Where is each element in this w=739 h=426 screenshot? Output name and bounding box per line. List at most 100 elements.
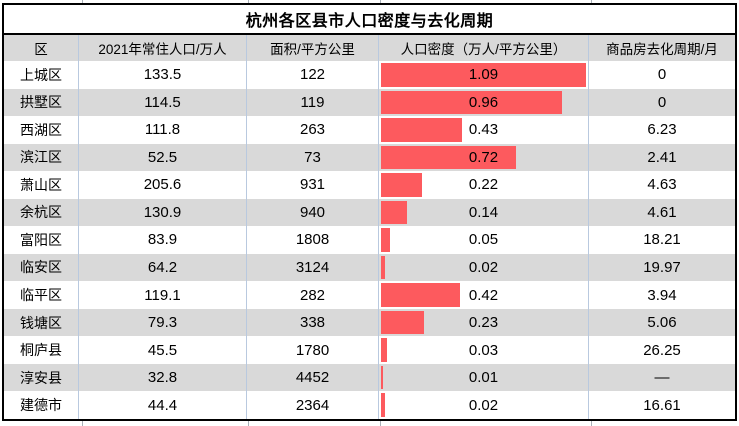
population-cell: 133.5 [79, 61, 247, 89]
area-cell: 282 [247, 281, 379, 309]
area-cell: 940 [247, 198, 379, 227]
cycle-cell: 18.21 [643, 231, 681, 249]
density-value: 0.01 [468, 369, 499, 387]
district-cell: 余杭区 [4, 198, 79, 227]
density-databar [381, 173, 423, 197]
population-cell: 130.9 [79, 198, 247, 227]
density-databar [381, 118, 462, 142]
district-cell: 滨江区 [4, 143, 79, 172]
column-header-population: 2021年常住人口/万人 [79, 35, 247, 61]
cycle-cell: 2.41 [647, 148, 677, 166]
district-cell: 临安区 [4, 253, 79, 282]
table-body: 上城区 133.5 122 1.09 0 拱墅区 114.5 119 0.96 0 西湖区 111.8… [4, 61, 735, 419]
density-databar [381, 310, 425, 335]
gridline-tick [591, 421, 592, 426]
table-row: 桐庐县 45.5 1780 0.03 26.25 [4, 336, 735, 364]
area-cell: 1808 [247, 226, 379, 254]
density-databar [381, 200, 408, 225]
gridline-tick [248, 0, 249, 3]
density-cell: 0.01 [379, 363, 589, 392]
table-row: 余杭区 130.9 940 0.14 4.61 [4, 198, 735, 227]
gridline-remnant-top [0, 0, 739, 3]
column-header-area: 面积/平方公里 [247, 35, 379, 61]
table-header-row: 区 2021年常住人口/万人 面积/平方公里 人口密度（万人/平方公里） 商品房… [4, 35, 735, 61]
density-databar [381, 63, 586, 87]
district-cell: 富阳区 [4, 226, 79, 254]
area-cell: 338 [247, 308, 379, 337]
gridline-tick [380, 0, 381, 3]
table-row: 钱塘区 79.3 338 0.23 5.06 [4, 308, 735, 337]
density-cell: 0.02 [379, 391, 589, 419]
area-cell: 2364 [247, 391, 379, 419]
table-row: 拱墅区 114.5 119 0.96 0 [4, 88, 735, 117]
district-cell: 淳安县 [4, 363, 79, 392]
density-value: 0.96 [468, 93, 499, 111]
density-value: 0.43 [468, 121, 499, 139]
density-value: 0.02 [468, 396, 499, 414]
district-cell: 西湖区 [4, 116, 79, 144]
density-databar [381, 228, 391, 252]
district-cell: 建德市 [4, 391, 79, 419]
area-cell: 3124 [247, 253, 379, 282]
cycle-cell: 6.23 [647, 121, 677, 139]
density-databar [381, 90, 562, 115]
area-cell: 263 [247, 116, 379, 144]
density-databar [381, 393, 385, 417]
density-value: 0.72 [468, 148, 499, 166]
area-cell: 4452 [247, 363, 379, 392]
district-cell: 上城区 [4, 61, 79, 89]
density-value: 0.42 [468, 286, 499, 304]
gridline-remnant-bottom [0, 421, 739, 426]
cycle-cell: 16.61 [643, 396, 681, 414]
table-title: 杭州各区县市人口密度与去化周期 [4, 5, 735, 35]
table-row: 富阳区 83.9 1808 0.05 18.21 [4, 226, 735, 254]
density-cell: 0.72 [379, 143, 589, 172]
area-cell: 73 [247, 143, 379, 172]
district-cell: 萧山区 [4, 171, 79, 199]
cycle-cell: 0 [657, 93, 667, 111]
density-cell: 0.02 [379, 253, 589, 282]
gridline-tick [82, 0, 83, 3]
population-cell: 111.8 [79, 116, 247, 144]
density-databar [381, 145, 517, 170]
cycle-cell: 26.25 [643, 341, 681, 359]
population-cell: 114.5 [79, 88, 247, 117]
district-cell: 钱塘区 [4, 308, 79, 337]
district-cell: 桐庐县 [4, 336, 79, 364]
cycle-cell: 19.97 [643, 258, 681, 276]
density-databar [381, 255, 385, 280]
district-cell: 拱墅区 [4, 88, 79, 117]
population-cell: 32.8 [79, 363, 247, 392]
density-value: 0.23 [468, 314, 499, 332]
gridline-tick [380, 421, 381, 426]
density-value: 0.14 [468, 203, 499, 221]
column-header-district: 区 [4, 35, 79, 61]
density-databar [381, 338, 387, 362]
population-cell: 45.5 [79, 336, 247, 364]
population-cell: 79.3 [79, 308, 247, 337]
population-cell: 64.2 [79, 253, 247, 282]
population-cell: 44.4 [79, 391, 247, 419]
density-cell: 0.14 [379, 198, 589, 227]
data-table: 杭州各区县市人口密度与去化周期 区 2021年常住人口/万人 面积/平方公里 人… [2, 3, 737, 421]
density-cell: 0.22 [379, 171, 589, 199]
density-value: 0.22 [468, 176, 499, 194]
density-cell: 1.09 [379, 61, 589, 89]
density-databar [381, 365, 383, 390]
density-cell: 0.42 [379, 281, 589, 309]
table-row: 临平区 119.1 282 0.42 3.94 [4, 281, 735, 309]
population-cell: 52.5 [79, 143, 247, 172]
table-row: 萧山区 205.6 931 0.22 4.63 [4, 171, 735, 199]
population-cell: 119.1 [79, 281, 247, 309]
table-row: 临安区 64.2 3124 0.02 19.97 [4, 253, 735, 282]
cycle-cell: 5.06 [647, 314, 677, 332]
column-header-density: 人口密度（万人/平方公里） [379, 35, 589, 61]
density-cell: 0.03 [379, 336, 589, 364]
density-value: 0.02 [468, 258, 499, 276]
area-cell: 122 [247, 61, 379, 89]
population-cell: 83.9 [79, 226, 247, 254]
density-value: 0.05 [468, 231, 499, 249]
density-value: 0.03 [468, 341, 499, 359]
gridline-tick [248, 421, 249, 426]
area-cell: 1780 [247, 336, 379, 364]
